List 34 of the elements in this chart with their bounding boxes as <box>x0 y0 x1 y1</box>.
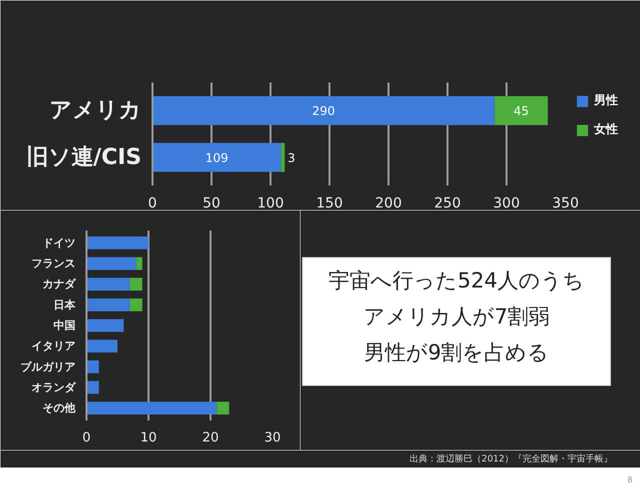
x-tick-label: 10 <box>140 430 157 446</box>
x-tick-label: 200 <box>375 196 402 212</box>
x-tick-label: 20 <box>202 430 219 446</box>
y-tick-label: ブルガリア <box>20 360 76 374</box>
source-note: 出典：渡辺勝巳（2012）『完全図解・宇宙手帳』 <box>410 454 612 464</box>
x-tick-label: 100 <box>257 196 284 212</box>
text: 宇宙へ行った524人のうち <box>328 268 585 292</box>
text: 男性が9割を占める <box>364 340 550 364</box>
x-tick-label: 150 <box>316 196 343 212</box>
y-tick-label: 中国 <box>54 319 76 332</box>
data-label: 109 <box>205 150 228 165</box>
y-tick-label: カナダ <box>42 278 76 291</box>
text: アメリカ人が7割弱 <box>363 304 550 328</box>
y-tick-label: ドイツ <box>42 236 76 250</box>
y-tick-label: アメリカ <box>50 98 142 124</box>
y-tick-label: 旧ソ連/CIS <box>26 144 142 170</box>
text: 8 <box>627 476 633 484</box>
x-tick-label: 30 <box>264 430 281 446</box>
x-tick-label: 300 <box>493 196 520 212</box>
x-tick-label: 250 <box>434 196 461 212</box>
legend-label: 男性 <box>594 92 618 109</box>
data-label: 3 <box>288 150 296 165</box>
legend-label: 女性 <box>594 121 618 138</box>
y-tick-label: フランス <box>32 257 76 270</box>
data-label: 45 <box>514 104 529 118</box>
y-tick-label: その他 <box>42 402 76 415</box>
x-tick-label: 350 <box>552 196 579 212</box>
data-label: 290 <box>312 104 336 118</box>
y-tick-label: イタリア <box>32 340 76 353</box>
x-tick-label: 0 <box>82 430 91 446</box>
x-tick-label: 50 <box>202 196 220 212</box>
x-tick-label: 0 <box>148 196 157 212</box>
y-tick-label: オランダ <box>32 380 76 394</box>
y-tick-label: 日本 <box>54 298 76 312</box>
